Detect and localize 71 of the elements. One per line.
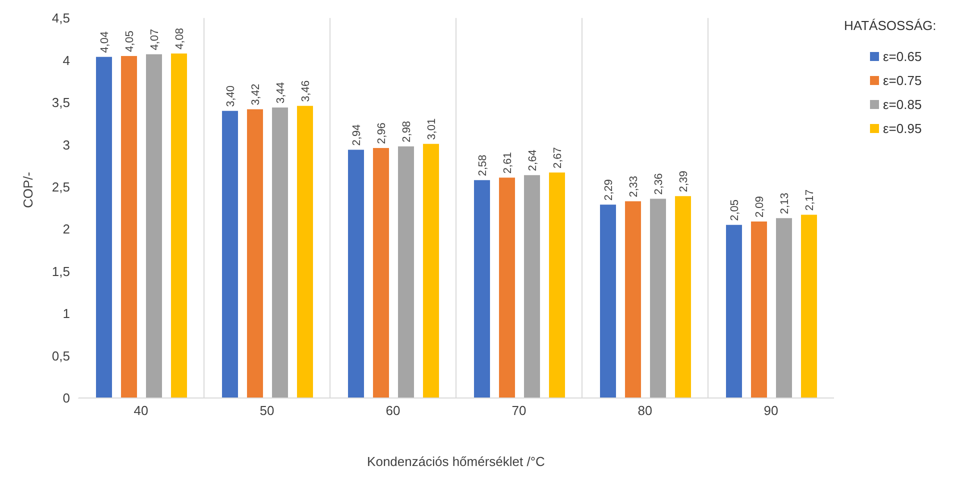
bar bbox=[247, 109, 263, 398]
bar bbox=[121, 56, 137, 398]
legend-label: ε=0.85 bbox=[883, 97, 922, 112]
data-label: 2,09 bbox=[754, 196, 766, 218]
x-tick-label: 70 bbox=[512, 403, 526, 418]
x-tick-label: 80 bbox=[638, 403, 652, 418]
bar bbox=[96, 56, 112, 398]
bar bbox=[801, 214, 817, 398]
data-label: 2,94 bbox=[350, 124, 363, 146]
bar bbox=[373, 148, 389, 398]
bar bbox=[549, 172, 565, 398]
data-label: 4,07 bbox=[148, 28, 161, 50]
bar bbox=[297, 106, 313, 398]
data-label: 3,01 bbox=[426, 118, 438, 140]
data-label: 2,67 bbox=[552, 147, 564, 169]
data-label: 3,42 bbox=[250, 84, 262, 106]
bar bbox=[625, 201, 641, 398]
data-label: 2,05 bbox=[728, 199, 741, 221]
y-tick-label: 3 bbox=[62, 137, 70, 152]
y-tick-label: 4 bbox=[62, 52, 70, 68]
data-label: 4,05 bbox=[124, 30, 136, 52]
y-tick-label: 0 bbox=[62, 390, 70, 406]
data-label: 2,61 bbox=[502, 152, 514, 174]
legend-label: ε=0.65 bbox=[883, 49, 922, 64]
bar bbox=[650, 198, 666, 398]
y-tick-label: 4,5 bbox=[52, 10, 70, 26]
y-tick-label: 3,5 bbox=[52, 95, 70, 110]
data-label: 2,96 bbox=[376, 122, 388, 144]
x-tick-label: 50 bbox=[260, 403, 274, 418]
y-tick-label: 1,5 bbox=[52, 264, 70, 279]
bar bbox=[499, 178, 515, 398]
data-label: 2,64 bbox=[526, 150, 539, 172]
bar bbox=[171, 53, 187, 398]
bar bbox=[398, 146, 414, 398]
data-label: 2,36 bbox=[652, 173, 665, 195]
data-label: 2,17 bbox=[804, 189, 816, 211]
data-label: 2,33 bbox=[628, 176, 640, 198]
bar bbox=[600, 204, 616, 398]
bar bbox=[751, 222, 767, 398]
data-label: 2,13 bbox=[778, 192, 791, 214]
x-tick-label: 90 bbox=[764, 403, 778, 418]
bar bbox=[726, 224, 742, 398]
x-axis-title: Kondenzációs hőmérséklet /°C bbox=[367, 454, 545, 469]
bar bbox=[524, 175, 540, 398]
legend-title: HATÁSOSSÁG: bbox=[844, 18, 938, 33]
data-label: 2,58 bbox=[476, 154, 489, 176]
x-tick-label: 40 bbox=[134, 403, 148, 418]
bar bbox=[423, 144, 439, 398]
y-axis-title: COP/- bbox=[20, 172, 36, 208]
x-tick-label: 60 bbox=[386, 403, 400, 418]
data-label: 4,08 bbox=[174, 28, 186, 50]
bar bbox=[348, 150, 364, 398]
y-tick-label: 2 bbox=[62, 222, 70, 237]
bar bbox=[675, 196, 691, 398]
y-tick-label: 1 bbox=[62, 306, 70, 322]
y-tick-label: 0,5 bbox=[52, 348, 70, 364]
data-label: 2,39 bbox=[678, 170, 690, 192]
data-label: 2,29 bbox=[602, 179, 615, 201]
data-label: 3,46 bbox=[300, 80, 312, 102]
bar bbox=[474, 180, 490, 398]
bar bbox=[272, 108, 288, 398]
bar bbox=[222, 110, 238, 398]
bar bbox=[146, 54, 162, 398]
data-label: 4,04 bbox=[98, 31, 111, 53]
y-tick-label: 2,5 bbox=[52, 180, 70, 195]
legend-label: ε=0.95 bbox=[883, 121, 922, 136]
legend-label: ε=0.75 bbox=[883, 73, 922, 88]
data-label: 3,44 bbox=[274, 82, 287, 104]
bar bbox=[776, 218, 792, 398]
data-label: 3,40 bbox=[224, 85, 237, 107]
data-label: 2,98 bbox=[400, 120, 413, 142]
